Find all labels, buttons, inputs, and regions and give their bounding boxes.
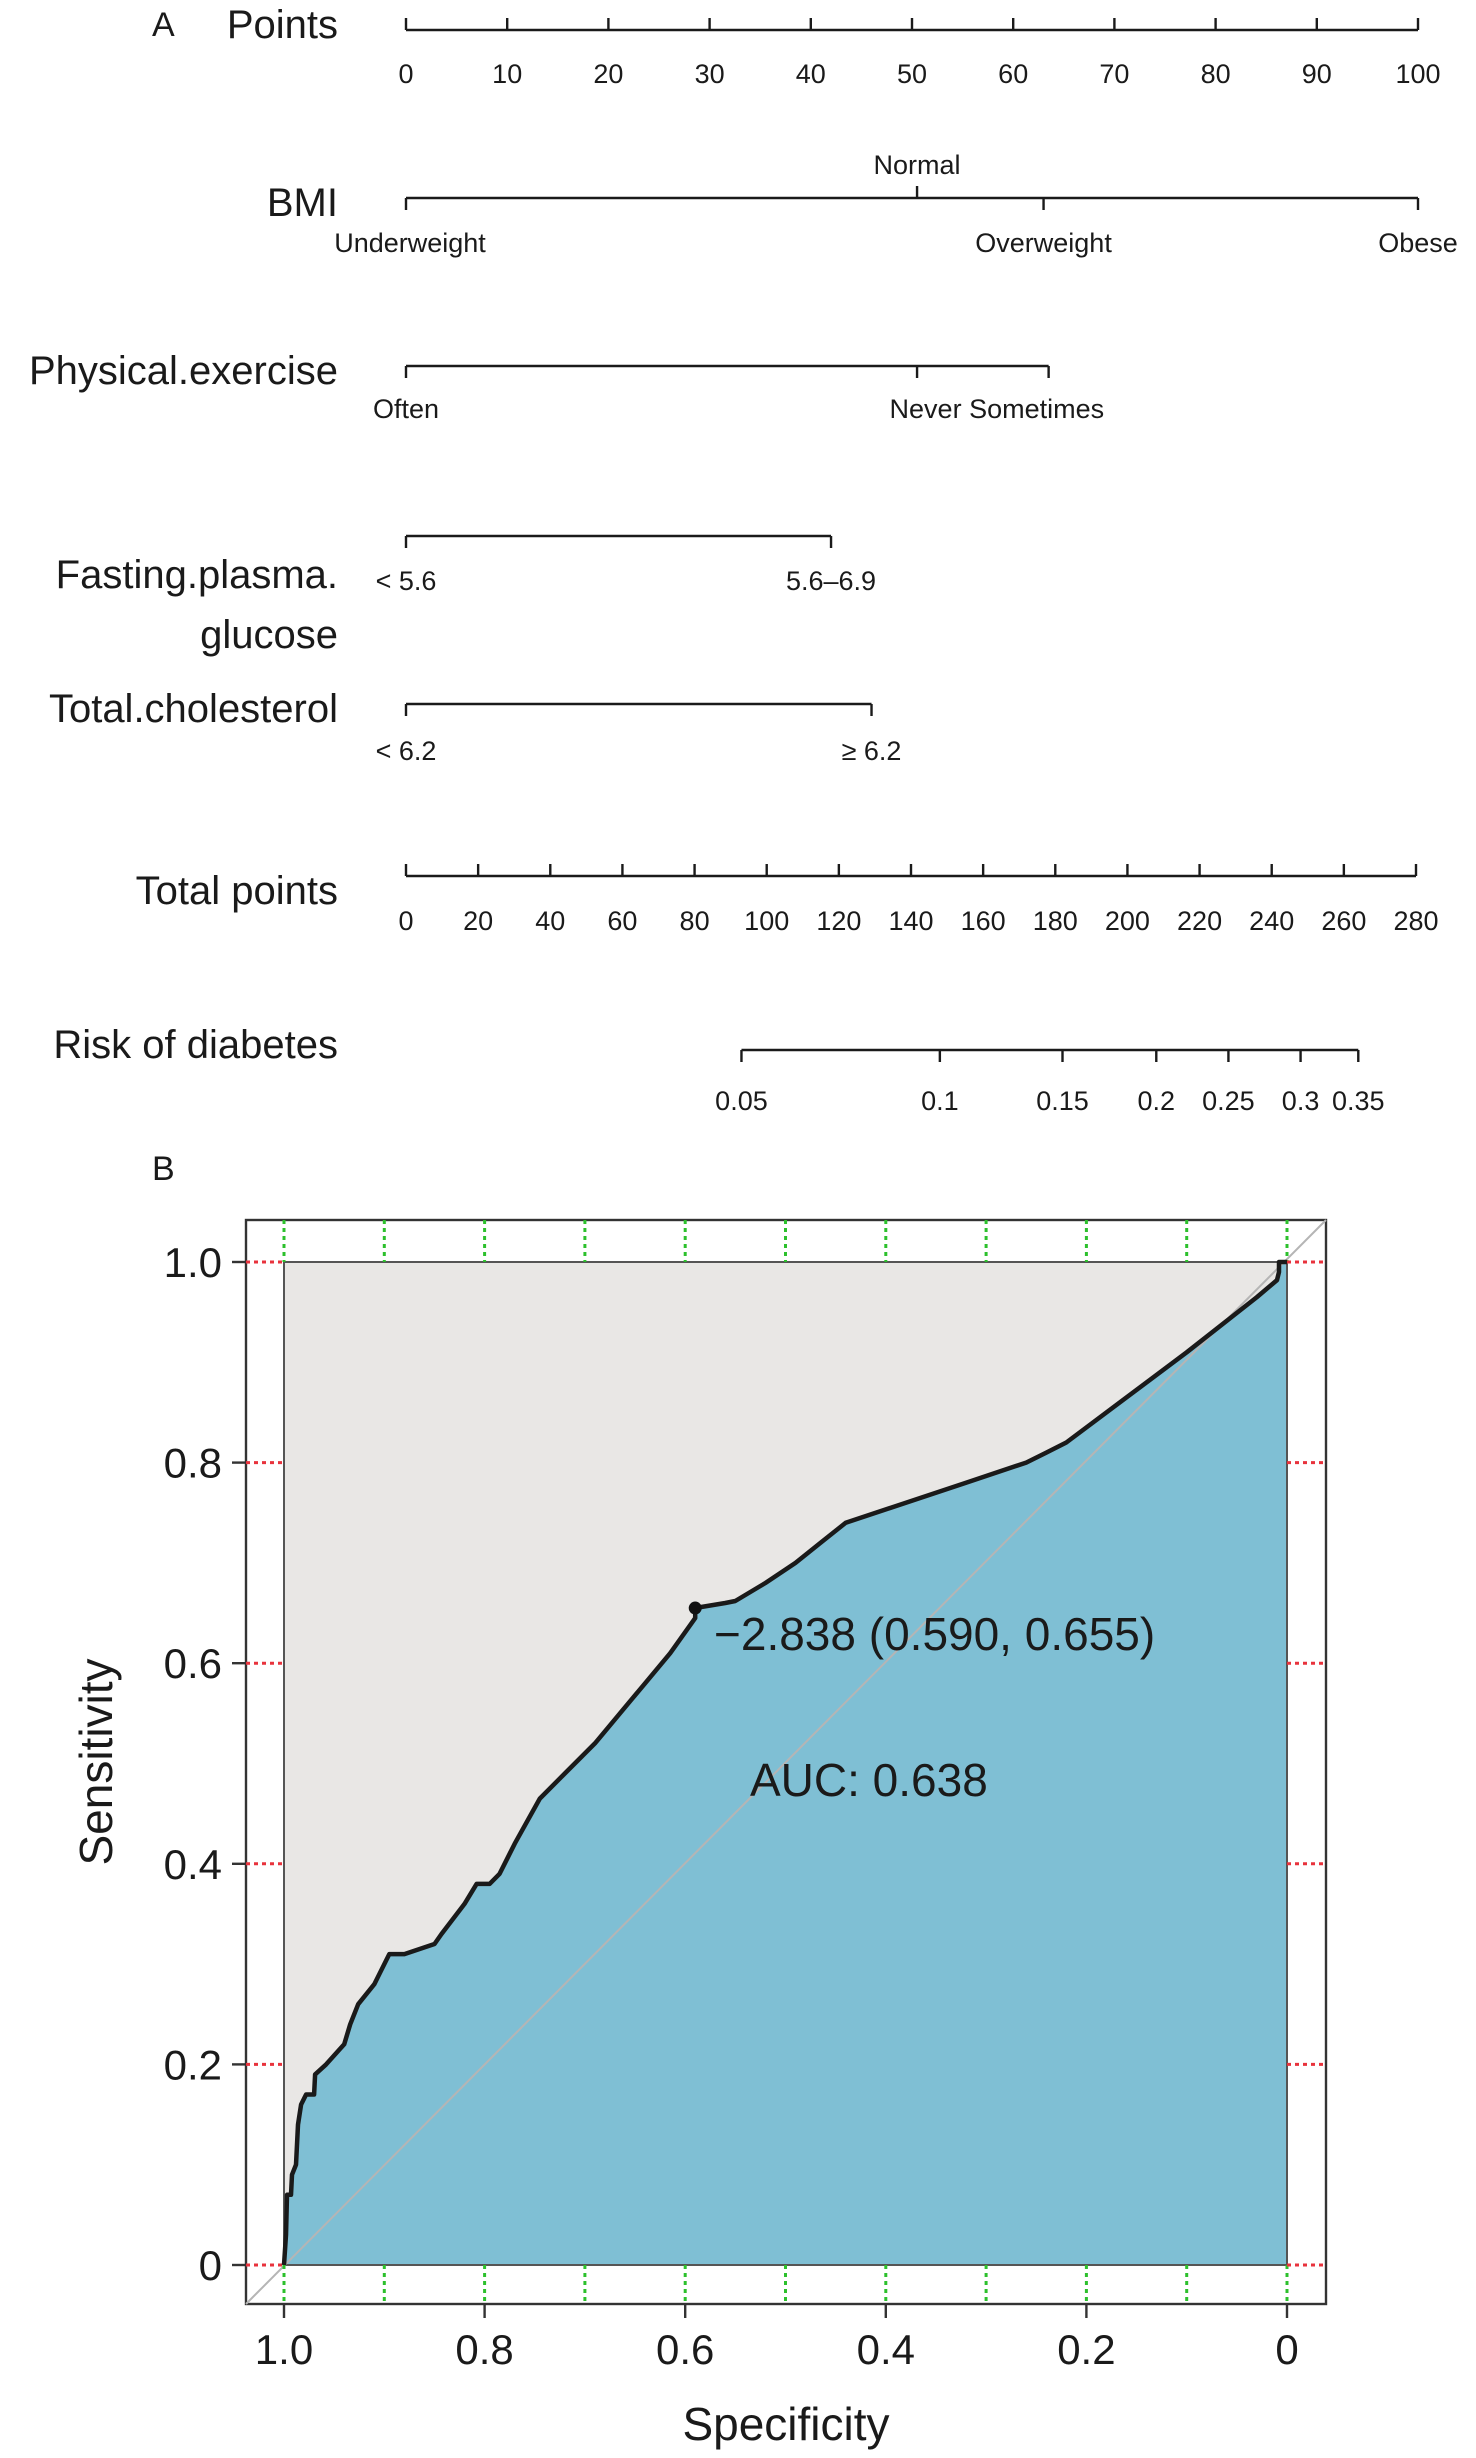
points-tick-label: 100 <box>1395 59 1440 89</box>
total-points-tick-label: 160 <box>961 906 1006 936</box>
points-tick-label: 70 <box>1099 59 1129 89</box>
y-tick-label: 0 <box>199 2242 222 2289</box>
risk-tick-label: 0.3 <box>1282 1086 1320 1116</box>
total-points-tick-label: 140 <box>888 906 933 936</box>
panel-label-b: B <box>152 1150 175 1188</box>
total-points-tick-label: 220 <box>1177 906 1222 936</box>
y-tick-label: 0.4 <box>164 1841 222 1888</box>
auc-annotation: AUC: 0.638 <box>750 1754 988 1806</box>
total-points-tick-label: 0 <box>398 906 413 936</box>
points-tick-label: 60 <box>998 59 1028 89</box>
y-axis-title: Sensitivity <box>70 1658 122 1865</box>
points-tick-label: 20 <box>593 59 623 89</box>
fasting-glucose-level-mid: 5.6–6.9 <box>786 566 876 596</box>
total-points-tick-label: 260 <box>1321 906 1366 936</box>
x-tick-label: 0 <box>1275 2326 1298 2373</box>
scale-label-total-points: Total points <box>136 869 338 913</box>
risk-tick-label: 0.25 <box>1202 1086 1255 1116</box>
panel-label-a: A <box>152 6 175 44</box>
physical-exercise-level-often: Often <box>373 394 439 424</box>
total-points-tick-label: 100 <box>744 906 789 936</box>
threshold-annotation: −2.838 (0.590, 0.655) <box>714 1608 1155 1660</box>
total-points-tick-label: 180 <box>1033 906 1078 936</box>
roc-panel: B −2.838 (0.590, 0.655) AUC: 0.638 1.0 0.8 0.… <box>70 1150 1328 2450</box>
total-points-tick-label: 280 <box>1393 906 1438 936</box>
points-tick-label: 30 <box>695 59 725 89</box>
scale-label-total-cholesterol: Total.cholesterol <box>49 687 338 731</box>
points-tick-label: 90 <box>1302 59 1332 89</box>
total-points-tick-label: 120 <box>816 906 861 936</box>
bmi-level-normal: Normal <box>874 150 961 180</box>
points-tick-label: 50 <box>897 59 927 89</box>
bmi-level-obese: Obese <box>1378 228 1458 258</box>
x-tick-label: 0.2 <box>1057 2326 1115 2373</box>
y-tick-label: 0.2 <box>164 2041 222 2088</box>
total-points-tick-label: 40 <box>535 906 565 936</box>
x-tick-label: 1.0 <box>255 2326 313 2373</box>
points-tick-label: 40 <box>796 59 826 89</box>
total-points-tick-label: 200 <box>1105 906 1150 936</box>
bmi-level-underweight: Underweight <box>334 228 486 258</box>
risk-tick-label: 0.35 <box>1332 1086 1385 1116</box>
x-tick-label: 0.8 <box>455 2326 513 2373</box>
risk-tick-label: 0.05 <box>715 1086 768 1116</box>
total-points-tick-label: 80 <box>680 906 710 936</box>
points-tick-label: 0 <box>398 59 413 89</box>
roc-curve <box>281 1259 1287 2266</box>
physical-exercise-level-never-sometimes: Never Sometimes <box>890 394 1105 424</box>
x-tick-label: 0.6 <box>656 2326 714 2373</box>
fasting-glucose-level-low: < 5.6 <box>376 566 437 596</box>
threshold-point <box>688 1601 702 1615</box>
total-cholesterol-level-high: ≥ 6.2 <box>842 736 902 766</box>
scale-label-fasting-plasma-glucose-line2: glucose <box>200 613 338 657</box>
scale-label-fasting-plasma-glucose: Fasting.plasma. <box>56 553 338 597</box>
x-tick-label: 0.4 <box>857 2326 915 2373</box>
risk-tick-label: 0.15 <box>1036 1086 1089 1116</box>
y-tick-label: 0.6 <box>164 1640 222 1687</box>
points-tick-label: 10 <box>492 59 522 89</box>
bmi-level-overweight: Overweight <box>975 228 1112 258</box>
roc-diagonal <box>245 1219 1327 2305</box>
total-points-tick-label: 60 <box>607 906 637 936</box>
scale-label-physical-exercise: Physical.exercise <box>29 349 338 393</box>
scale-label-risk-of-diabetes: Risk of diabetes <box>53 1023 338 1067</box>
risk-tick-label: 0.2 <box>1138 1086 1176 1116</box>
total-cholesterol-level-low: < 6.2 <box>376 736 437 766</box>
nomogram-panel: A Points 0 10 20 30 40 50 60 70 80 90 100 BMIUnderwei… <box>29 3 1458 1116</box>
scale-label-points: Points <box>227 3 338 47</box>
total-points-tick-label: 240 <box>1249 906 1294 936</box>
points-tick-label: 80 <box>1201 59 1231 89</box>
x-axis-title: Specificity <box>682 2398 889 2450</box>
risk-tick-label: 0.1 <box>921 1086 959 1116</box>
scale-label-bmi: BMI <box>267 181 338 225</box>
y-tick-label: 0.8 <box>164 1440 222 1487</box>
y-tick-label: 1.0 <box>164 1239 222 1286</box>
total-points-tick-label: 20 <box>463 906 493 936</box>
